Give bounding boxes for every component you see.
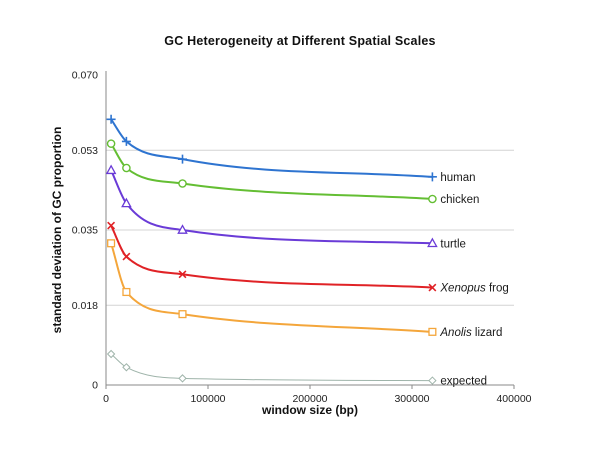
series-xenopus-frog-marker	[428, 283, 437, 292]
series-turtle-marker	[427, 237, 438, 248]
series-expected-marker	[428, 376, 437, 385]
series-human-marker	[178, 154, 187, 164]
series-expected-marker	[106, 349, 116, 359]
series-turtle-marker	[121, 197, 132, 208]
series-xenopus-frog-marker	[107, 221, 116, 230]
series-human-marker	[427, 172, 437, 182]
x-tick-label: 0	[103, 393, 109, 405]
series-turtle-marker	[177, 224, 188, 234]
series-human-marker	[121, 136, 131, 146]
series-expected-marker	[178, 374, 187, 383]
series-human-line	[110, 118, 434, 178]
series-expected-line	[110, 353, 433, 382]
y-tick-label: 0.035	[72, 225, 98, 237]
y-tick-label: 0.053	[72, 145, 98, 157]
series-anolis-lizard-marker	[178, 310, 187, 319]
series-human-marker	[106, 114, 116, 124]
series-turtle-marker	[105, 164, 117, 175]
y-tick-label: 0.018	[72, 300, 98, 312]
y-axis-title: standard deviation of GC proportion	[50, 126, 64, 334]
x-axis-title: window size (bp)	[262, 403, 358, 417]
series-xenopus-frog-line	[110, 224, 434, 289]
series-human-label: human	[440, 172, 475, 184]
series-turtle-line	[110, 169, 434, 245]
series-chicken-marker	[428, 194, 437, 204]
series-chicken-marker	[106, 139, 116, 148]
x-tick-label: 100000	[190, 393, 225, 405]
series-anolis-lizard-label: Anolis lizard	[439, 327, 502, 339]
series-xenopus-frog-marker	[178, 270, 187, 279]
chart-title: GC Heterogeneity at Different Spatial Sc…	[164, 34, 436, 48]
series-expected-marker	[122, 363, 131, 372]
series-chicken-marker	[122, 163, 131, 173]
series-chicken-marker	[178, 179, 187, 188]
series-turtle-label: turtle	[440, 238, 466, 250]
series-chicken-label: chicken	[440, 194, 479, 206]
x-tick-label: 200000	[292, 393, 327, 405]
series-expected-label: expected	[440, 376, 487, 388]
x-tick-label: 300000	[394, 393, 429, 405]
series-anolis-lizard-marker	[107, 239, 116, 248]
series-anolis-lizard-marker	[428, 327, 437, 336]
y-tick-label: 0.070	[72, 70, 98, 82]
x-tick-label: 400000	[496, 393, 531, 405]
y-tick-label: 0	[92, 380, 98, 392]
series-xenopus-frog-marker	[122, 252, 131, 261]
series-anolis-lizard-line	[110, 242, 434, 333]
series-anolis-lizard-marker	[122, 287, 131, 297]
series-chicken-line	[110, 142, 434, 200]
series-xenopus-frog-label: Xenopus frog	[439, 283, 508, 295]
